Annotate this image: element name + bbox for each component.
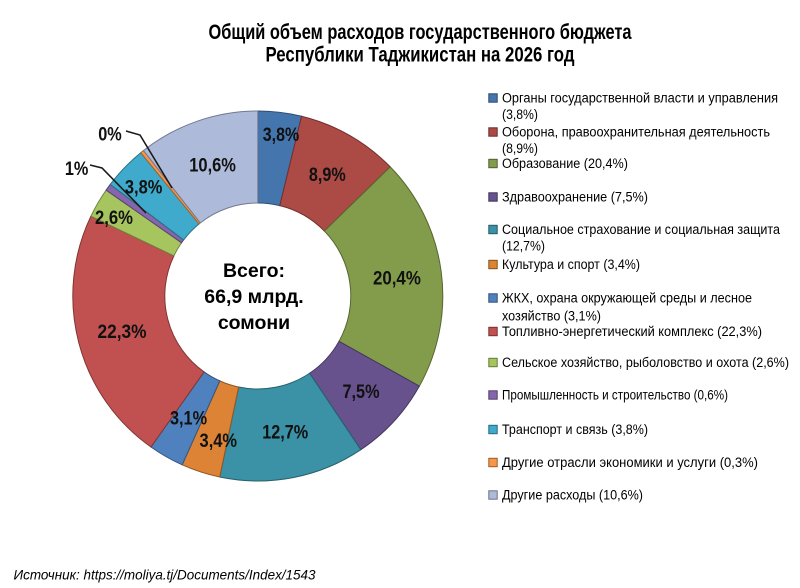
svg-text:7,5%: 7,5%	[342, 382, 379, 403]
svg-text:Социальное страхование и социа: Социальное страхование и социальная защи…	[502, 222, 780, 237]
svg-text:22,3%: 22,3%	[97, 322, 146, 343]
svg-text:3,8%: 3,8%	[263, 125, 299, 146]
svg-text:Органы государственной власти: Органы государственной власти и управлен…	[502, 91, 778, 106]
svg-text:хозяйство (3,1%): хозяйство (3,1%)	[502, 309, 601, 324]
svg-text:(8,9%): (8,9%)	[502, 141, 538, 156]
svg-text:20,4%: 20,4%	[373, 269, 421, 290]
svg-text:Транспорт и связь (3,8%): Транспорт и связь (3,8%)	[502, 422, 648, 437]
svg-text:(12,7%): (12,7%)	[502, 239, 545, 254]
svg-text:Оборона, правоохранительная де: Оборона, правоохранительная деятельность	[502, 125, 770, 140]
svg-text:3,1%: 3,1%	[170, 408, 207, 429]
svg-text:Образование (20,4%): Образование (20,4%)	[502, 156, 628, 171]
svg-text:Республики Таджикистан на 2026: Республики Таджикистан на 2026 год	[266, 44, 575, 67]
svg-text:Общий объем расходов государст: Общий объем расходов государственного бю…	[209, 21, 632, 44]
svg-text:Всего:: Всего:	[223, 260, 285, 282]
svg-text:Источник: https://moliya.tj/Do: Источник: https://moliya.tj/Documents/In…	[14, 567, 316, 583]
svg-text:Промышленность и строительство: Промышленность и строительство (0,6%)	[502, 388, 728, 403]
svg-text:3,4%: 3,4%	[200, 431, 238, 452]
svg-text:12,7%: 12,7%	[262, 422, 308, 443]
svg-text:Топливно-энергетический компле: Топливно-энергетический комплекс (22,3%)	[502, 324, 762, 339]
svg-text:10,6%: 10,6%	[189, 155, 236, 176]
svg-text:Сельское хозяйство, рыболовств: Сельское хозяйство, рыболовство и охота …	[502, 355, 789, 370]
svg-text:8,9%: 8,9%	[309, 165, 346, 186]
svg-text:3,8%: 3,8%	[125, 177, 163, 198]
svg-text:Другие отрасли экономики и усл: Другие отрасли экономики и услуги (0,3%)	[502, 455, 758, 470]
svg-text:66,9 млрд.: 66,9 млрд.	[204, 286, 303, 308]
svg-text:Культура и спорт (3,4%): Культура и спорт (3,4%)	[502, 257, 640, 272]
svg-text:0%: 0%	[98, 125, 122, 146]
svg-text:сомони: сомони	[218, 312, 290, 334]
svg-text:Другие расходы (10,6%): Другие расходы (10,6%)	[502, 488, 643, 503]
svg-text:Здравоохранение (7,5%): Здравоохранение (7,5%)	[502, 190, 648, 205]
svg-text:ЖКХ, охрана окружающей среды и: ЖКХ, охрана окружающей среды и лесное	[502, 291, 752, 306]
svg-text:2,6%: 2,6%	[95, 208, 133, 229]
svg-text:(3,8%): (3,8%)	[502, 107, 538, 122]
svg-text:1%: 1%	[65, 159, 89, 180]
